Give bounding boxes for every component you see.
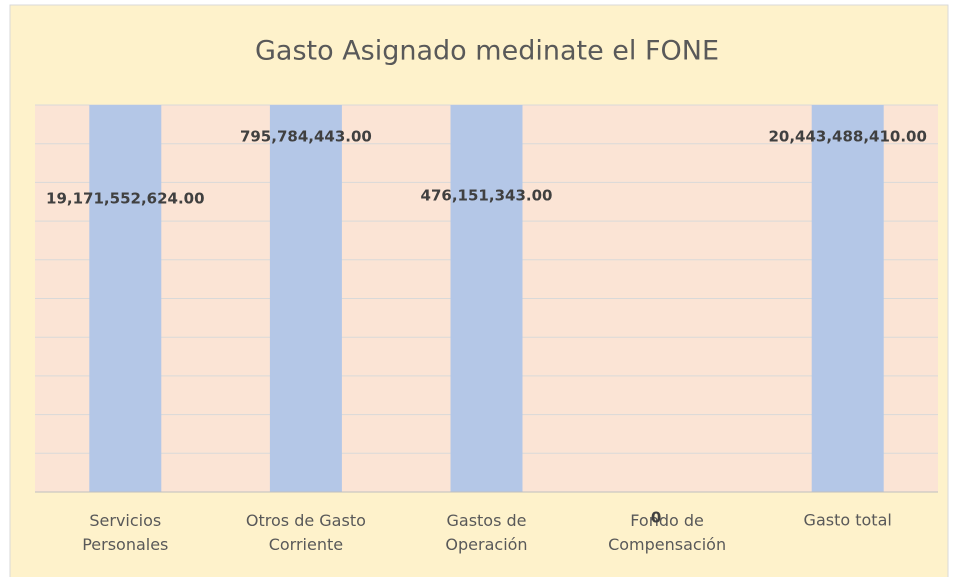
bars: [89, 105, 884, 492]
data-label: 476,151,343.00: [421, 187, 553, 205]
data-label: 0: [651, 509, 661, 527]
bar: [269, 105, 342, 492]
chart-title: Gasto Asignado medinate el FONE: [255, 36, 719, 67]
data-label: 795,784,443.00: [240, 128, 372, 146]
x-tick-label: Fondo de Compensación: [608, 511, 726, 554]
bar: [450, 105, 523, 492]
bar: [89, 105, 162, 492]
labels: Servicios Personales 19,171,552,624.00 Otro…: [46, 128, 927, 554]
data-label: 20,443,488,410.00: [768, 128, 926, 146]
data-label: 19,171,552,624.00: [46, 190, 204, 208]
x-tick-label: Otros de Gasto Corriente: [246, 511, 366, 554]
x-tick-label: Gastos de Operación: [445, 511, 527, 554]
bar: [811, 105, 884, 492]
x-tick-label: Servicios Personales: [82, 511, 168, 554]
x-tick-label: Gasto total: [804, 511, 892, 530]
